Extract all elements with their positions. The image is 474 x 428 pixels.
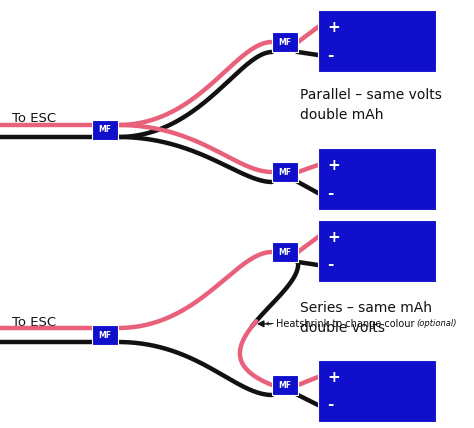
Text: MF: MF [279, 167, 292, 176]
Text: MF: MF [99, 330, 111, 339]
Text: To ESC: To ESC [12, 112, 56, 125]
Text: -: - [327, 398, 333, 413]
Text: -: - [327, 185, 333, 200]
FancyBboxPatch shape [272, 242, 298, 262]
Text: Series – same mAh
double volts: Series – same mAh double volts [300, 301, 432, 335]
Text: +: + [327, 20, 340, 35]
FancyBboxPatch shape [272, 32, 298, 52]
Text: MF: MF [279, 247, 292, 256]
Text: +: + [327, 369, 340, 384]
Text: To ESC: To ESC [12, 316, 56, 330]
FancyBboxPatch shape [272, 162, 298, 182]
Text: Heatshrink to change colour: Heatshrink to change colour [276, 319, 414, 329]
Text: Parallel – same volts
double mAh: Parallel – same volts double mAh [300, 88, 442, 122]
Text: +: + [327, 158, 340, 172]
Text: MF: MF [279, 38, 292, 47]
Text: ←: ← [266, 319, 274, 329]
Text: (optional): (optional) [416, 319, 456, 328]
FancyBboxPatch shape [92, 120, 118, 140]
FancyBboxPatch shape [318, 148, 436, 210]
Text: -: - [327, 48, 333, 62]
Text: MF: MF [279, 380, 292, 389]
FancyBboxPatch shape [318, 360, 436, 422]
FancyBboxPatch shape [318, 220, 436, 282]
FancyBboxPatch shape [272, 375, 298, 395]
Text: MF: MF [99, 125, 111, 134]
Text: +: + [327, 229, 340, 244]
FancyBboxPatch shape [92, 325, 118, 345]
Text: -: - [327, 258, 333, 273]
FancyBboxPatch shape [318, 10, 436, 72]
